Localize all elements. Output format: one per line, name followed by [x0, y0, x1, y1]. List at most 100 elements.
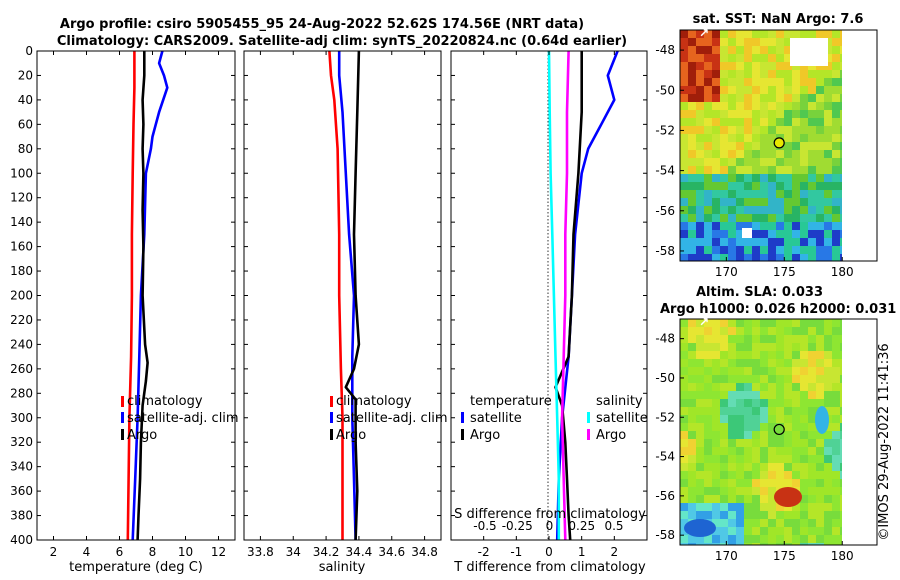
sst-cell: [760, 30, 768, 38]
sla-cell: [792, 503, 800, 511]
sla-cell: [744, 351, 752, 359]
sst-cell: [800, 110, 808, 118]
sla-cell: [696, 343, 704, 351]
sst-cell: [744, 222, 752, 230]
depth-tick-label: 160: [10, 240, 33, 254]
sst-cell: [832, 246, 840, 254]
sst-cell: [736, 182, 744, 190]
sst-cell: [824, 174, 832, 182]
sla-cell: [824, 527, 832, 535]
sst-cell: [816, 70, 824, 78]
sst-cell: [840, 54, 842, 62]
sla-cell: [792, 351, 800, 359]
sst-cell: [800, 174, 808, 182]
sla-cell: [768, 431, 776, 439]
sst-cell: [696, 214, 704, 222]
sst-cell: [760, 166, 768, 174]
sla-cell: [712, 431, 720, 439]
sst-cell: [688, 86, 696, 94]
sla-cell: [736, 455, 744, 463]
sla-cell: [688, 463, 696, 471]
sla-cell: [720, 479, 728, 487]
sst-cell: [680, 102, 688, 110]
sst-cell: [840, 198, 842, 206]
sst-lon-label: 180: [831, 265, 854, 279]
sst-cell: [832, 30, 840, 38]
sst-cell: [784, 206, 792, 214]
sla-cell: [712, 511, 720, 519]
temperature-xtick-label: 8: [149, 545, 157, 559]
legend-header-salinity: salinity: [596, 394, 643, 409]
sla-cell: [800, 319, 808, 327]
sla-cell: [688, 351, 696, 359]
difference-ticks: -2 -1 0 1 2 -0.5 -0.25 0 0.25 0.5: [451, 50, 647, 559]
legend-swatch-satellite: [330, 412, 333, 423]
sla-cell: [824, 391, 832, 399]
sla-cell: [760, 431, 768, 439]
sst-cell: [728, 110, 736, 118]
sst-cell: [760, 230, 768, 238]
sla-cell: [840, 503, 842, 511]
sst-cell: [784, 254, 792, 261]
sst-cell: [680, 62, 688, 70]
sla-cell: [704, 423, 712, 431]
sla-cell: [696, 319, 704, 327]
sst-cell: [768, 150, 776, 158]
sst-cell: [744, 190, 752, 198]
sst-cell: [736, 46, 744, 54]
sst-cell: [720, 94, 728, 102]
sst-cell: [728, 38, 736, 46]
sla-cell: [816, 439, 824, 447]
sla-cell: [808, 375, 816, 383]
temperature-series-satellite-adj-clim: [131, 50, 169, 541]
sst-cell: [768, 110, 776, 118]
salinity-xtick-label: 34: [286, 545, 301, 559]
sst-cell: [704, 198, 712, 206]
sla-cell: [792, 327, 800, 335]
sst-cell: [800, 166, 808, 174]
sst-cell: [696, 230, 704, 238]
sla-cell: [720, 463, 728, 471]
sla-cell: [800, 407, 808, 415]
sst-cell: [768, 118, 776, 126]
sla-cell: [688, 407, 696, 415]
salinity-xtick-label: 34.6: [378, 545, 405, 559]
sst-cell: [736, 166, 744, 174]
sla-cell: [712, 439, 720, 447]
sla-cell: [696, 407, 704, 415]
sst-cell: [696, 206, 704, 214]
sla-cell: [832, 407, 840, 415]
legend-header-temperature: temperature: [470, 394, 552, 409]
sla-cell: [816, 359, 824, 367]
sla-cell: [704, 439, 712, 447]
sst-cell: [736, 86, 744, 94]
sst-cell: [704, 30, 712, 38]
sla-cell: [776, 511, 784, 519]
sst-cell: [824, 102, 832, 110]
temperature-panel: 0 20 40 60 80 100 120 140 160 180 200 220 240 260 280 3…: [10, 44, 239, 575]
sst-cell: [712, 62, 720, 70]
sst-cell: [744, 86, 752, 94]
temperature-xtick-label: 4: [83, 545, 91, 559]
sst-cell: [744, 246, 752, 254]
sla-low-anomaly: [815, 406, 829, 434]
sla-cell: [816, 487, 824, 495]
sla-cell: [776, 335, 784, 343]
sla-cell: [792, 383, 800, 391]
sla-cell: [784, 351, 792, 359]
sla-cell: [696, 415, 704, 423]
sst-cell: [696, 254, 704, 261]
sla-cell: [808, 431, 816, 439]
sst-cell: [680, 190, 688, 198]
sst-cell: [840, 46, 842, 54]
sst-cell: [736, 206, 744, 214]
sla-cell: [768, 415, 776, 423]
depth-tick-label: 40: [18, 93, 33, 107]
sst-cell: [824, 190, 832, 198]
sla-cell: [808, 439, 816, 447]
sst-cell: [776, 70, 784, 78]
sla-cell: [736, 431, 744, 439]
sla-cell: [816, 335, 824, 343]
sst-cell: [800, 182, 808, 190]
sla-cell: [808, 479, 816, 487]
